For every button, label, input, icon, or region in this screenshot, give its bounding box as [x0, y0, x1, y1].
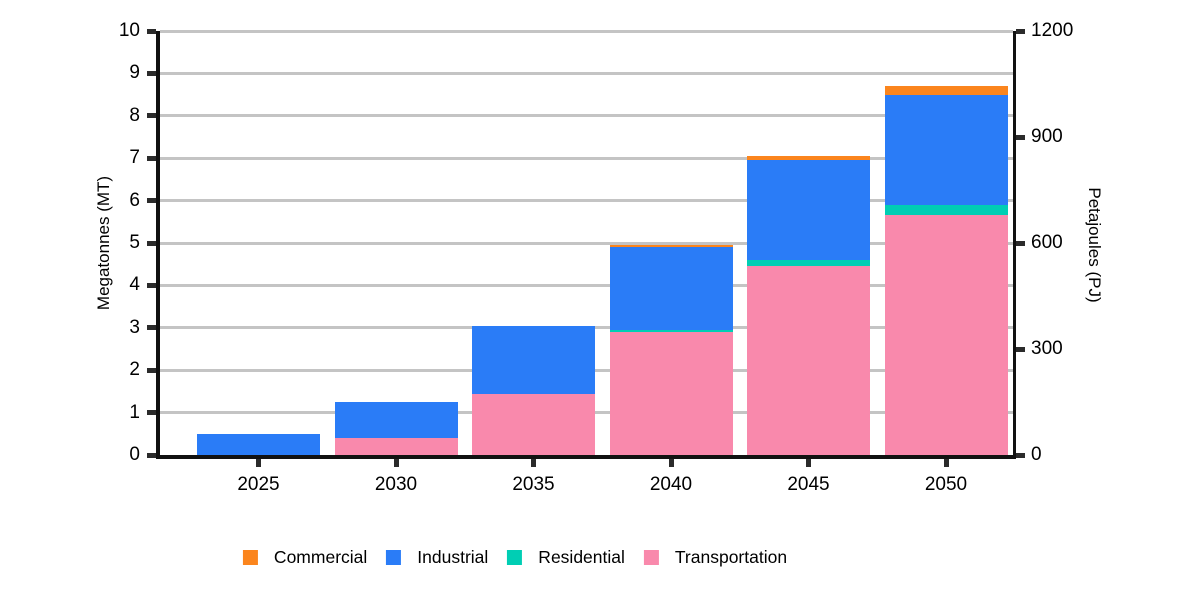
- x-tick-label-2050: 2050: [924, 474, 968, 495]
- gridline-7: [160, 156, 1013, 160]
- bar-segment-2035-industrial: [472, 325, 595, 394]
- left-tick-0: [147, 452, 156, 458]
- x-tick-2050: [943, 459, 949, 467]
- plot-area: [160, 29, 1013, 455]
- left-tick-2: [147, 367, 156, 373]
- bar-segment-2050-residential: [884, 204, 1008, 216]
- right-tick-900: [1016, 134, 1025, 140]
- bar-2030: [334, 31, 458, 455]
- gridline-4: [160, 283, 1013, 287]
- left-tick-label-1: 1: [129, 401, 140, 423]
- gridline-6: [160, 199, 1013, 203]
- right-tick-300: [1016, 346, 1025, 352]
- left-tick-label-9: 9: [129, 62, 140, 84]
- left-tick-8: [147, 113, 156, 119]
- bar-segment-2025-industrial: [197, 433, 320, 455]
- bar-segment-2030-industrial: [334, 402, 458, 439]
- bar-segment-2050-transportation: [884, 215, 1008, 455]
- bottom-axis-line: [156, 455, 1016, 459]
- legend-item-residential: Residential: [507, 547, 625, 568]
- legend-swatch-industrial: [386, 550, 402, 565]
- bar-2035: [472, 31, 595, 455]
- left-tick-label-2: 2: [129, 359, 140, 381]
- legend-item-commercial: Commercial: [242, 547, 368, 568]
- x-tick-2030: [393, 459, 399, 467]
- bar-segment-2040-commercial: [609, 245, 733, 248]
- bar-2045: [747, 31, 870, 455]
- bar-2050: [884, 31, 1008, 455]
- bar-segment-2045-transportation: [747, 266, 870, 455]
- right-tick-label-0: 0: [1031, 444, 1042, 465]
- x-tick-label-2045: 2045: [787, 474, 830, 495]
- bar-segment-2040-industrial: [609, 247, 733, 330]
- left-tick-4: [147, 282, 156, 288]
- x-tick-2045: [806, 459, 811, 467]
- gridline-10: [160, 29, 1013, 33]
- left-tick-5: [147, 240, 156, 246]
- bar-segment-2045-commercial: [747, 156, 870, 161]
- legend-label-industrial: Industrial: [417, 547, 489, 567]
- x-tick-label-2035: 2035: [512, 474, 555, 495]
- left-tick-label-0: 0: [129, 444, 140, 465]
- left-tick-9: [147, 70, 156, 76]
- left-tick-label-10: 10: [118, 20, 140, 41]
- left-axis-line: [156, 31, 160, 459]
- x-tick-2035: [531, 459, 536, 467]
- right-tick-600: [1016, 240, 1025, 246]
- left-tick-label-6: 6: [129, 189, 140, 211]
- right-tick-label-900: 900: [1031, 126, 1063, 147]
- x-tick-label-2025: 2025: [237, 474, 280, 495]
- right-tick-label-300: 300: [1031, 338, 1063, 359]
- legend-label-transportation: Transportation: [674, 547, 788, 567]
- bar-2025: [197, 31, 320, 455]
- x-tick-2025: [256, 459, 261, 467]
- left-tick-label-4: 4: [129, 274, 140, 296]
- left-tick-label-5: 5: [129, 232, 140, 253]
- left-tick-label-3: 3: [129, 316, 140, 338]
- left-tick-1: [147, 410, 156, 416]
- gridline-9: [160, 71, 1013, 75]
- right-tick-label-1200: 1200: [1031, 20, 1074, 41]
- x-tick-label-2030: 2030: [374, 474, 418, 495]
- legend-label-commercial: Commercial: [273, 547, 368, 567]
- x-tick-2040: [668, 459, 674, 467]
- gridline-5: [160, 241, 1013, 245]
- gridline-8: [160, 114, 1013, 118]
- bar-2040: [609, 31, 733, 455]
- right-tick-1200: [1016, 28, 1025, 34]
- legend-item-industrial: Industrial: [386, 547, 488, 568]
- right-tick-0: [1016, 452, 1025, 458]
- right-tick-label-600: 600: [1031, 232, 1063, 253]
- bar-segment-2045-industrial: [747, 160, 870, 260]
- left-tick-label-7: 7: [129, 147, 140, 169]
- legend-item-transportation: Transportation: [643, 547, 788, 568]
- right-axis-line: [1013, 31, 1016, 459]
- bar-segment-2040-residential: [609, 329, 733, 333]
- left-tick-label-8: 8: [129, 104, 140, 126]
- bar-segment-2045-residential: [747, 259, 870, 267]
- bar-segment-2050-commercial: [884, 86, 1008, 95]
- legend-swatch-commercial: [242, 550, 258, 565]
- left-tick-6: [147, 198, 156, 204]
- x-tick-label-2040: 2040: [649, 474, 693, 495]
- right-axis-title: Petajoules (PJ): [1085, 187, 1104, 303]
- legend-label-residential: Residential: [538, 547, 625, 567]
- legend-swatch-residential: [507, 550, 523, 565]
- bar-segment-2050-industrial: [884, 94, 1008, 205]
- bar-segment-2035-transportation: [472, 393, 595, 455]
- left-tick-10: [147, 28, 156, 34]
- left-tick-3: [147, 325, 156, 331]
- legend-swatch-transportation: [643, 550, 659, 565]
- bar-segment-2040-transportation: [609, 332, 733, 455]
- legend: Commercial Industrial Residential Transport…: [242, 547, 788, 568]
- bar-segment-2030-transportation: [334, 438, 458, 455]
- left-tick-7: [147, 155, 156, 161]
